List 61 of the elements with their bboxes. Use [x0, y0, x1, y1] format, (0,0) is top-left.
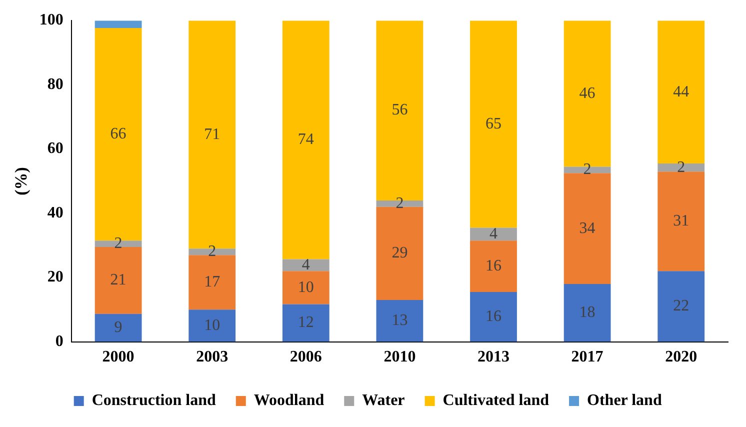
- legend-label: Construction land: [92, 392, 216, 410]
- data-label: 21: [110, 272, 126, 289]
- legend-label: Woodland: [254, 392, 324, 410]
- data-label: 4: [302, 256, 310, 274]
- x-tick-label: 2017: [571, 348, 604, 366]
- bar: [658, 271, 705, 342]
- legend-label: Other land: [587, 392, 662, 410]
- data-label: 12: [298, 314, 314, 332]
- y-tick-label: 0: [55, 332, 64, 350]
- bar: [94, 247, 142, 314]
- bar: [470, 20, 517, 228]
- bar: [94, 314, 142, 342]
- data-label: 18: [579, 304, 596, 322]
- data-label: 29: [392, 244, 408, 262]
- y-tick-label: 20: [47, 268, 64, 286]
- bar: [282, 304, 330, 342]
- legend-label: Cultivated land: [442, 392, 550, 410]
- x-tick-label: 2003: [196, 348, 228, 366]
- data-label: 4: [490, 225, 498, 242]
- data-label: 9: [114, 319, 122, 336]
- data-label: 10: [298, 278, 314, 296]
- x-tick-label: 2006: [290, 348, 322, 366]
- data-label: 10: [204, 316, 220, 334]
- data-label: 34: [579, 220, 596, 237]
- data-label: 46: [579, 84, 596, 102]
- data-label: 65: [486, 115, 502, 132]
- bar: [282, 271, 330, 304]
- y-tick-label: 80: [47, 76, 64, 93]
- data-label: 31: [673, 212, 690, 230]
- y-tick-label: 40: [47, 204, 64, 222]
- y-tick-label: 60: [47, 140, 64, 158]
- bar: [376, 206, 424, 300]
- data-label: 74: [298, 131, 314, 148]
- x-tick-label: 2020: [665, 348, 698, 366]
- data-label: 56: [392, 102, 408, 119]
- data-label: 44: [673, 83, 690, 100]
- bar: [470, 240, 517, 292]
- data-label: 71: [204, 126, 220, 143]
- x-tick-label: 2010: [384, 348, 416, 366]
- x-tick-label: 2000: [102, 348, 134, 366]
- data-label: 17: [204, 274, 220, 291]
- bar: [658, 172, 705, 272]
- bar: [470, 292, 517, 342]
- data-label: 16: [486, 308, 502, 326]
- data-label: 22: [673, 298, 690, 315]
- bar: [282, 259, 330, 272]
- bar: [94, 20, 142, 28]
- y-tick-label: 100: [39, 12, 64, 29]
- bar: [376, 300, 424, 342]
- bar: [564, 284, 611, 342]
- bar: [564, 173, 611, 284]
- legend-label: Water: [362, 392, 405, 410]
- data-label: 13: [392, 312, 408, 330]
- bar: [188, 255, 236, 310]
- bar: [282, 20, 330, 260]
- bar: [188, 310, 236, 342]
- bar: [470, 228, 517, 241]
- y-axis-title: (%): [12, 167, 31, 196]
- data-label: 66: [110, 126, 126, 143]
- data-label: 16: [486, 258, 502, 275]
- x-tick-label: 2013: [478, 348, 510, 366]
